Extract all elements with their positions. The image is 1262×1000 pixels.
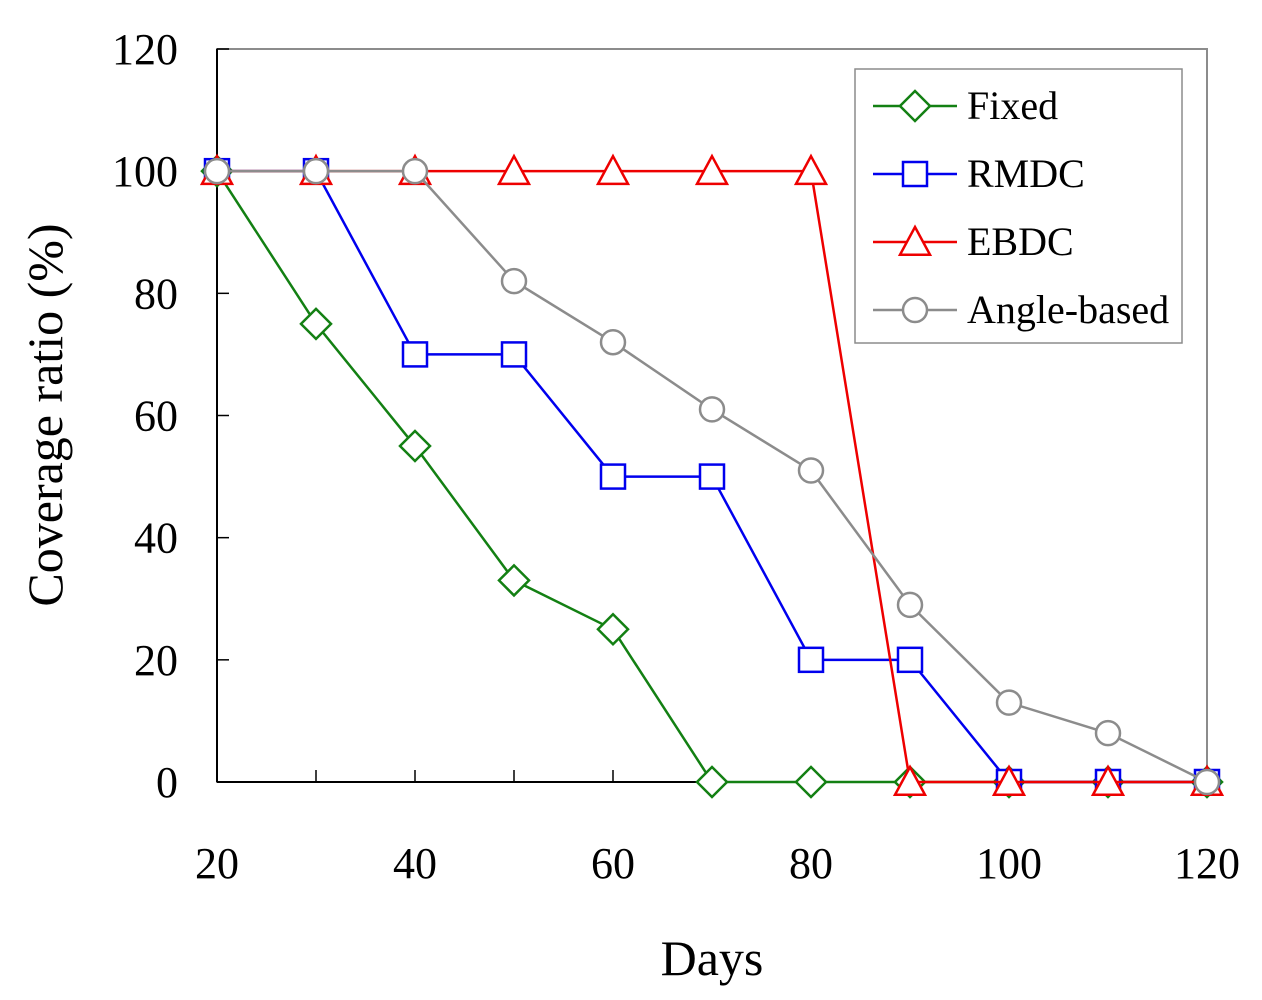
data-point-angle-based-50 (500, 267, 528, 295)
legend-entry-fixed: Fixed (873, 83, 1058, 128)
data-point-ebdc-110 (1090, 764, 1126, 796)
data-point-rmdc-50 (500, 341, 528, 368)
data-point-angle-based-110 (1094, 719, 1122, 747)
x-tick-label-120: 120 (1174, 839, 1240, 888)
data-point-ebdc-90 (892, 764, 928, 796)
data-point-angle-based-90 (896, 591, 924, 619)
y-tick-label-0: 0 (156, 758, 178, 807)
data-point-fixed-30 (299, 307, 333, 341)
data-point-angle-based-100 (995, 689, 1023, 716)
x-tick-label-100: 100 (976, 839, 1042, 888)
legend-entry-angle-based: Angle-based (873, 287, 1169, 332)
y-tick-label-100: 100 (112, 147, 178, 196)
x-axis-ticks: 20 40 60 80 100 120 (195, 770, 1240, 888)
series-angle-based (203, 157, 1221, 796)
y-tick-label-120: 120 (112, 25, 178, 74)
data-point-angle-based-60 (599, 328, 627, 356)
legend-entry-rmdc: RMDC (873, 151, 1085, 196)
data-point-rmdc-40 (401, 341, 429, 368)
data-point-fixed-60 (596, 612, 630, 647)
data-point-angle-based-120 (1193, 768, 1221, 796)
data-point-angle-based-80 (797, 457, 825, 484)
legend-label-fixed: Fixed (967, 83, 1058, 128)
data-point-fixed-80 (794, 765, 828, 799)
legend: Fixed RMDC EBDC Angle-based (854, 68, 1183, 344)
data-point-ebdc-60 (595, 153, 631, 186)
legend-label-angle-based: Angle-based (967, 287, 1169, 332)
data-point-rmdc-60 (599, 463, 627, 490)
y-tick-label-40: 40 (134, 514, 178, 563)
x-tick-label-60: 60 (591, 839, 635, 888)
data-point-ebdc-100 (991, 764, 1027, 796)
axes: 20 40 60 80 100 120 0 20 40 60 80 100 120 (112, 25, 1240, 888)
legend-marker-ebdc (897, 224, 933, 256)
legend-marker-fixed (898, 89, 932, 123)
data-point-fixed-40 (398, 429, 432, 463)
data-point-angle-based-20 (203, 157, 231, 185)
legend-label-rmdc: RMDC (967, 151, 1085, 196)
data-point-angle-based-30 (302, 157, 330, 185)
data-point-angle-based-70 (698, 396, 726, 423)
data-point-rmdc-90 (896, 646, 924, 674)
data-point-ebdc-80 (793, 153, 829, 186)
legend-label-ebdc: EBDC (967, 219, 1074, 264)
y-axis-title: Coverage ratio (%) (17, 223, 73, 606)
legend-marker-angle-based (901, 296, 929, 324)
x-tick-label-40: 40 (393, 839, 437, 888)
legend-marker-rmdc (901, 160, 929, 188)
x-tick-label-80: 80 (789, 839, 833, 888)
data-point-fixed-50 (497, 563, 531, 598)
data-point-fixed-70 (695, 765, 729, 799)
data-series (199, 153, 1225, 799)
data-point-rmdc-80 (797, 646, 825, 674)
data-point-ebdc-50 (496, 153, 532, 186)
x-axis-title: Days (661, 930, 764, 986)
data-point-rmdc-70 (698, 463, 726, 490)
y-tick-label-80: 80 (134, 269, 178, 318)
data-point-ebdc-70 (694, 153, 730, 186)
y-tick-label-20: 20 (134, 636, 178, 685)
y-tick-label-60: 60 (134, 392, 178, 441)
y-axis-ticks: 0 20 40 60 80 100 120 (112, 25, 229, 807)
legend-entry-ebdc: EBDC (873, 219, 1074, 264)
data-point-angle-based-40 (401, 157, 429, 185)
x-tick-label-20: 20 (195, 839, 239, 888)
